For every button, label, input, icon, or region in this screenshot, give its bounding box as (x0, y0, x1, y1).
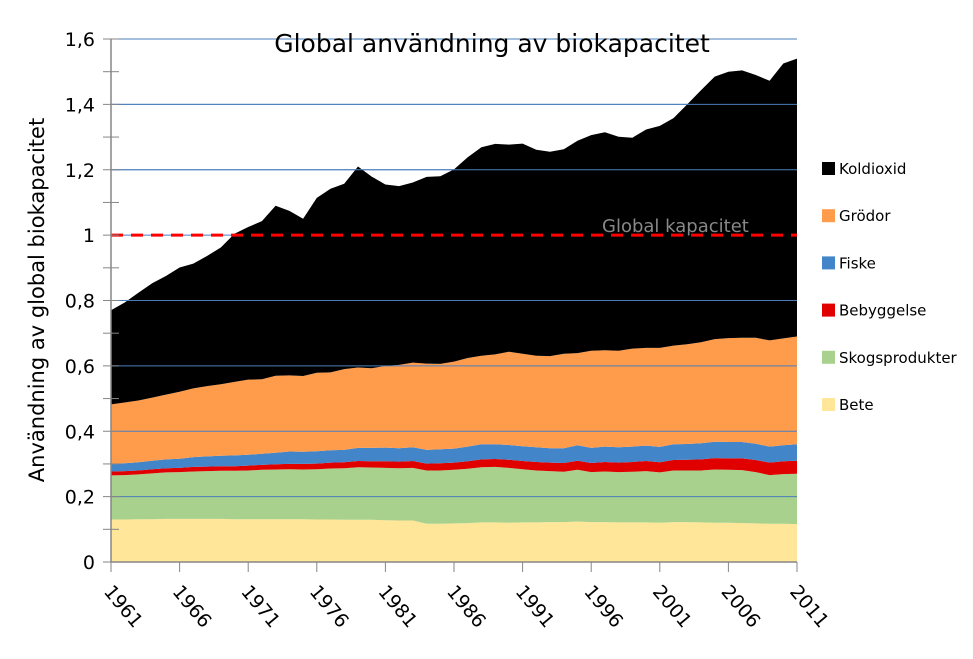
legend-swatch (822, 398, 835, 411)
legend-item-koldioxid: Koldioxid (822, 160, 906, 178)
y-tick-label: 1,2 (65, 160, 95, 182)
x-tick-label: 2011 (785, 581, 833, 632)
x-tick-label: 1981 (374, 581, 422, 632)
x-tick-label: 2006 (717, 581, 765, 632)
legend-swatch (822, 162, 835, 175)
x-tick-label: 1991 (511, 581, 559, 632)
legend-label: Koldioxid (839, 160, 906, 178)
y-tick-label: 0,8 (65, 291, 95, 313)
x-tick-label: 2001 (648, 581, 696, 632)
legend-item-grödor: Grödor (822, 207, 891, 225)
y-tick-label: 0,2 (65, 487, 95, 509)
legend-item-skogsprodukter: Skogsprodukter (822, 349, 958, 367)
global-capacity-label: Global kapacitet (602, 216, 749, 237)
y-tick-label: 0,6 (65, 356, 95, 378)
x-tick-label: 1966 (168, 581, 216, 632)
stacked-areas (111, 38, 797, 562)
legend-item-fiske: Fiske (822, 254, 876, 272)
y-tick-label: 1,4 (65, 94, 95, 116)
area-bete (111, 518, 797, 562)
x-tick-label: 1976 (305, 581, 353, 632)
y-tick-label: 1 (83, 225, 95, 247)
legend-swatch (822, 209, 835, 223)
area-bebyggelse (111, 458, 797, 476)
legend-swatch (822, 256, 835, 270)
x-tick-label: 1996 (579, 581, 627, 632)
legend-label: Skogsprodukter (839, 349, 958, 367)
reference-line-group: Global kapacitet (111, 216, 797, 237)
area-fiske (111, 441, 797, 472)
y-tick-label: 0,4 (65, 421, 95, 443)
chart-title: Global användning av biokapacitet (274, 29, 710, 58)
legend-item-bete: Bete (822, 396, 874, 414)
x-tick-label: 1971 (236, 581, 284, 632)
legend-swatch (822, 303, 835, 317)
y-tick-label: 1,6 (65, 29, 95, 51)
legend-label: Grödor (839, 207, 891, 225)
legend-label: Bebyggelse (839, 302, 926, 320)
area-skogsprodukter (111, 466, 797, 525)
area-koldioxid (111, 58, 797, 405)
legend-item-bebyggelse: Bebyggelse (822, 302, 926, 320)
x-tick-label: 1986 (442, 581, 490, 632)
y-axis-label: Användning av global biokapacitet (25, 118, 49, 482)
y-tick-label: 0 (83, 552, 95, 574)
x-tick-label: 1961 (99, 581, 147, 632)
legend-label: Bete (839, 396, 874, 414)
legend: Koldioxid Grödor Fiske Bebyggelse Skogsprodu… (822, 160, 958, 414)
legend-swatch (822, 350, 835, 364)
legend-label: Fiske (839, 254, 876, 272)
area-grödor (111, 336, 797, 464)
